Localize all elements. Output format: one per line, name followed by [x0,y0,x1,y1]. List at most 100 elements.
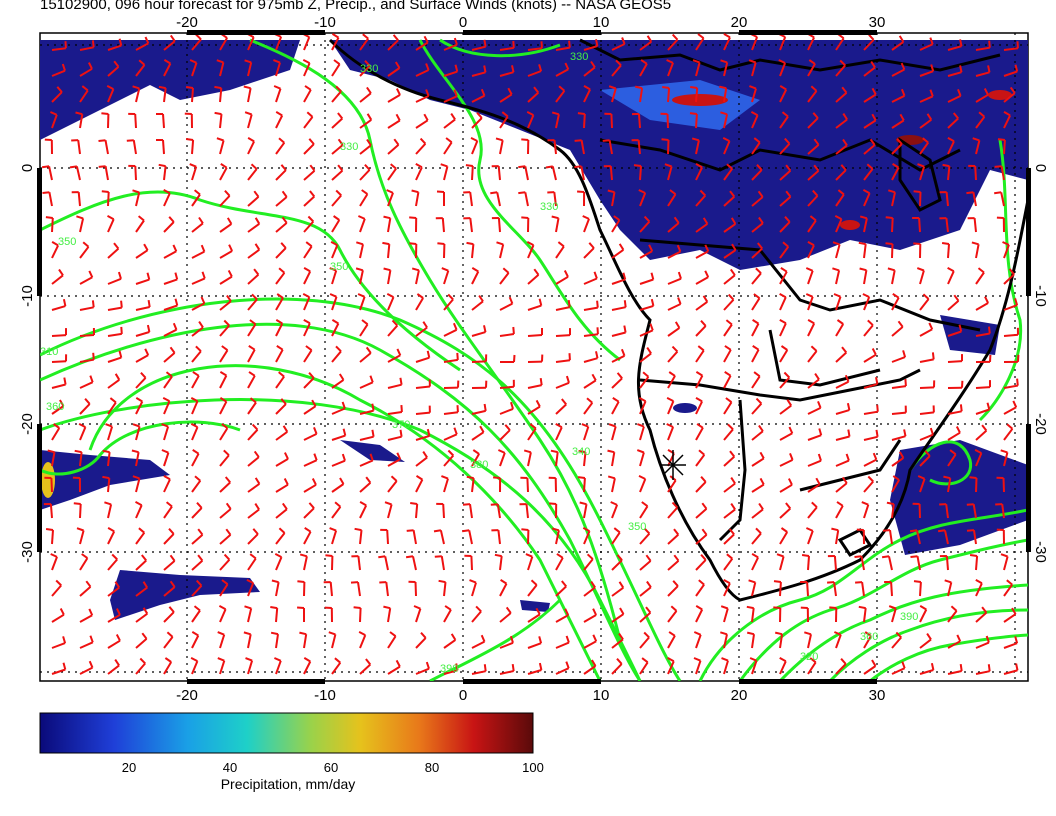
wind-barb-staff [51,613,65,623]
wind-barb-flag [132,423,140,428]
wind-barb-staff [471,243,475,259]
wind-barb-flag [1002,241,1010,246]
wind-barb-staff [497,166,501,181]
wind-barb-flag [607,189,615,194]
wind-barb-staff [975,408,990,415]
wind-barb-staff [163,250,177,259]
wind-barb-staff [303,405,317,415]
wind-barb-flag [275,319,283,325]
lon-tick: 0 [459,14,467,31]
wind-barb-staff [583,402,594,415]
wind-barb-flag [139,657,146,665]
wind-barb-staff [415,326,428,337]
wind-barb-staff [387,144,400,155]
wind-barb-staff [471,94,485,103]
wind-barb-staff [443,639,456,649]
wind-barb-flag [755,267,762,274]
wind-barb-staff [975,386,991,389]
lat-tick: 0 [19,164,36,172]
wind-barb-flag [666,397,674,402]
wind-barb-flag [593,271,598,279]
wind-barb-flag [695,397,703,403]
wind-barb-staff [107,356,122,363]
wind-barb-staff [1002,477,1005,493]
wind-barb-flag [564,608,570,616]
wind-barb-staff [919,669,934,675]
wind-barb-staff [751,349,760,363]
wind-barb-staff [975,582,983,597]
wind-barb-flag [888,605,897,610]
wind-barb-staff [219,583,229,597]
wind-barb-staff [387,119,401,129]
wind-barb-staff [443,609,452,623]
wind-barb-staff [833,555,837,571]
wind-barb-staff [79,218,85,233]
wind-barb-staff [527,584,538,597]
wind-barb-flag [51,241,59,247]
wind-barb-flag [98,139,106,142]
wind-barb-staff [611,531,621,545]
wind-barb-flag [273,657,282,662]
wind-barb-staff [860,556,865,571]
wind-barb-staff [919,455,931,467]
wind-barb-flag [423,35,429,43]
wind-barb-staff [499,385,514,389]
wind-barb-staff [471,670,486,675]
wind-barb-staff [975,670,990,675]
wind-barb-staff [891,243,894,259]
wind-barb-staff [975,271,985,285]
wind-barb-staff [135,192,141,207]
wind-barb-staff [667,193,677,207]
wind-barb-staff [667,87,671,103]
wind-barb-flag [841,476,848,484]
wind-barb-flag [500,579,508,585]
wind-barb-flag [135,501,143,507]
wind-barb-flag [978,111,986,118]
wind-barb-flag [704,270,710,278]
wind-barb-staff [275,376,285,389]
wind-barb-staff [611,331,626,337]
wind-barb-staff [443,166,449,181]
wind-barb-staff [723,401,733,415]
wind-barb-flag [142,607,149,615]
wind-barb-flag [567,299,571,308]
wind-barb-flag [433,529,442,533]
wind-barb-flag [700,554,707,561]
wind-barb-staff [135,638,148,649]
wind-barb-staff [975,555,979,571]
wind-barb-flag [827,581,835,584]
wind-barb-staff [471,271,480,285]
wind-barb-staff [107,218,115,233]
wind-barb-staff [219,62,225,77]
wind-barb-flag [987,664,991,672]
wind-barb-staff [247,401,257,415]
wind-barb-staff [163,221,175,233]
wind-barb-flag [249,319,257,326]
wind-barb-staff [891,297,900,311]
wind-barb-flag [216,59,224,64]
wind-barb-staff [807,244,815,259]
wind-barb-flag [466,475,474,480]
wind-barb-flag [311,399,317,407]
wind-barb-staff [580,140,585,155]
wind-barb-staff [331,37,340,51]
wind-barb-staff [639,400,647,415]
wind-barb-staff [469,217,473,233]
wind-barb-staff [163,478,171,493]
wind-barb-staff [863,270,868,285]
wind-barb-flag [483,664,487,672]
wind-barb-flag [247,137,255,143]
wind-barb-flag [456,352,459,360]
wind-barb-flag [949,449,957,456]
wind-barb-flag [691,137,700,142]
wind-barb-flag [92,352,95,360]
wind-barb-flag [892,293,900,299]
wind-barb-staff [359,296,366,311]
wind-barb-flag [436,190,445,193]
wind-barb-flag [168,216,175,223]
wind-barb-staff [891,68,905,77]
wind-barb-flag [497,449,506,454]
wind-barb-staff [919,142,930,155]
wind-barb-staff [779,634,784,649]
wind-barb-flag [729,450,736,458]
